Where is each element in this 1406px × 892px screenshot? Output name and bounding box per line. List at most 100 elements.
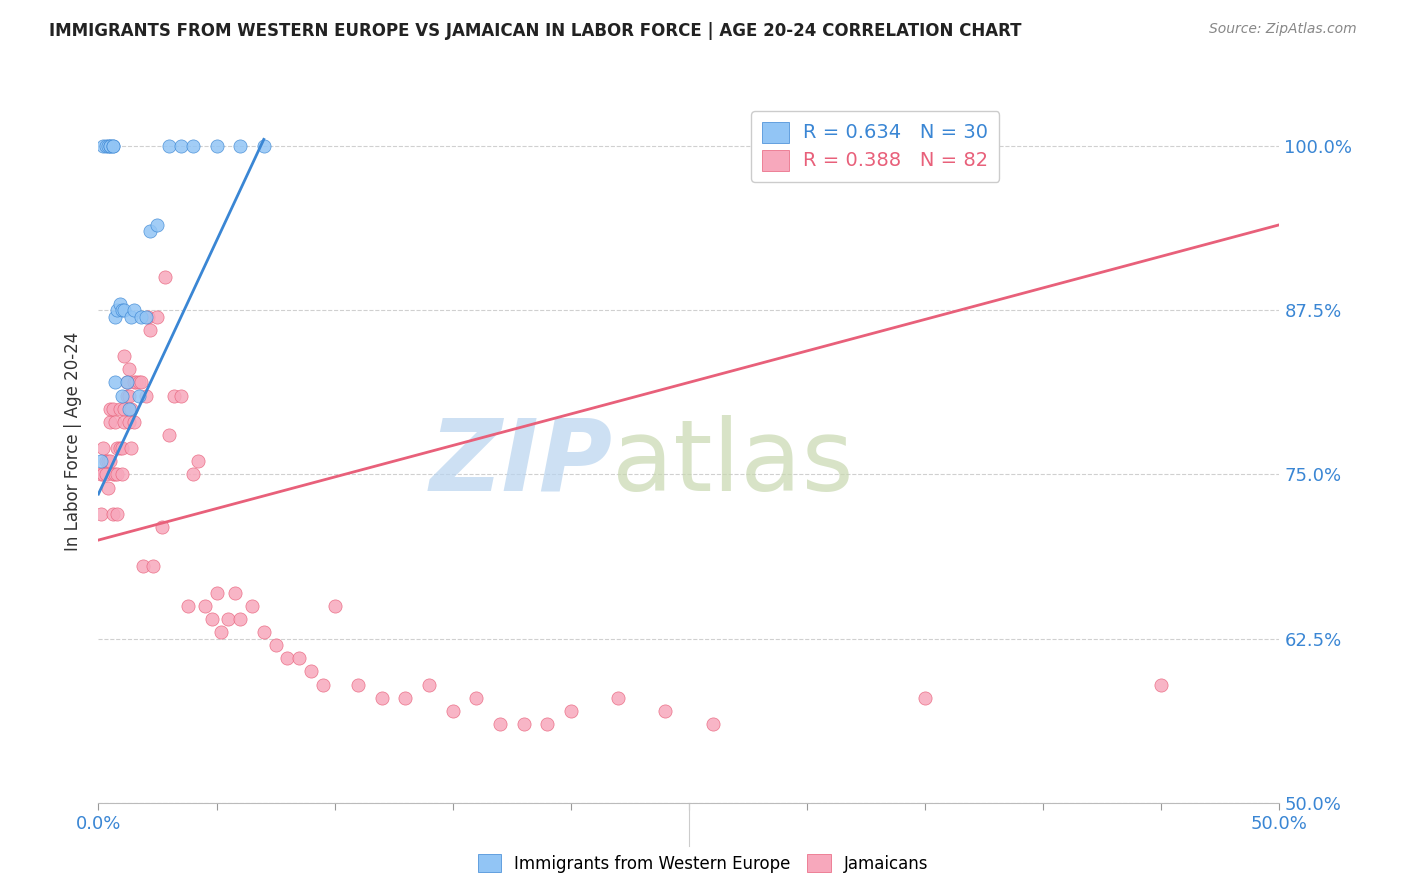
Point: [115, 376, 138, 390]
Point: [489, 717, 512, 731]
Point: [105, 303, 128, 318]
Point: [394, 690, 416, 705]
Point: [90, 507, 112, 521]
Text: IMMIGRANTS FROM WESTERN EUROPE VS JAMAICAN IN LABOR FORCE | AGE 20-24 CORRELATIO: IMMIGRANTS FROM WESTERN EUROPE VS JAMAIC…: [49, 22, 1022, 40]
Legend: R = 0.634   N = 30, R = 0.388   N = 82: R = 0.634 N = 30, R = 0.388 N = 82: [751, 111, 1000, 182]
Point: [115, 388, 138, 402]
Point: [170, 139, 193, 153]
Point: [98, 401, 121, 416]
Point: [170, 388, 193, 402]
Point: [97, 481, 120, 495]
Point: [101, 507, 124, 521]
Point: [121, 401, 143, 416]
Point: [153, 270, 176, 285]
Point: [128, 388, 150, 402]
Point: [163, 388, 186, 402]
Point: [276, 651, 298, 665]
Point: [209, 625, 232, 640]
Y-axis label: In Labor Force | Age 20-24: In Labor Force | Age 20-24: [65, 332, 83, 551]
Point: [150, 520, 173, 534]
Point: [101, 467, 124, 482]
Point: [118, 401, 141, 416]
Point: [142, 559, 165, 574]
Point: [654, 704, 676, 718]
Point: [90, 467, 112, 482]
Point: [217, 612, 239, 626]
Point: [122, 303, 145, 318]
Point: [181, 467, 204, 482]
Point: [94, 454, 117, 468]
Point: [607, 690, 630, 705]
Point: [97, 454, 120, 468]
Point: [122, 376, 145, 390]
Point: [702, 717, 724, 731]
Point: [288, 651, 311, 665]
Point: [111, 467, 134, 482]
Text: Source: ZipAtlas.com: Source: ZipAtlas.com: [1209, 22, 1357, 37]
Point: [914, 690, 936, 705]
Point: [135, 388, 157, 402]
Point: [101, 139, 124, 153]
Legend: Immigrants from Western Europe, Jamaicans: Immigrants from Western Europe, Jamaican…: [471, 847, 935, 880]
Text: ZIP: ZIP: [429, 415, 612, 512]
Point: [187, 454, 209, 468]
Point: [146, 218, 169, 232]
Point: [465, 690, 488, 705]
Point: [97, 139, 120, 153]
Point: [122, 415, 145, 429]
Point: [146, 310, 169, 324]
Point: [132, 559, 155, 574]
Point: [224, 585, 246, 599]
Point: [104, 415, 127, 429]
Point: [94, 467, 117, 482]
Point: [312, 677, 335, 691]
Point: [157, 139, 180, 153]
Point: [91, 441, 114, 455]
Point: [98, 454, 121, 468]
Point: [104, 467, 127, 482]
Point: [112, 303, 135, 318]
Point: [240, 599, 263, 613]
Point: [91, 467, 114, 482]
Point: [418, 677, 440, 691]
Point: [118, 362, 141, 376]
Point: [347, 677, 370, 691]
Point: [205, 585, 228, 599]
Point: [371, 690, 394, 705]
Point: [104, 376, 127, 390]
Point: [299, 665, 322, 679]
Point: [101, 139, 124, 153]
Point: [121, 441, 143, 455]
Point: [94, 139, 117, 153]
Point: [118, 388, 141, 402]
Point: [105, 441, 128, 455]
Point: [177, 599, 200, 613]
Point: [98, 139, 121, 153]
Point: [205, 139, 228, 153]
Point: [98, 415, 121, 429]
Point: [135, 310, 157, 324]
Point: [536, 717, 558, 731]
Point: [201, 612, 224, 626]
Point: [108, 441, 131, 455]
Point: [139, 224, 162, 238]
Point: [91, 139, 114, 153]
Point: [560, 704, 582, 718]
Point: [112, 349, 135, 363]
Point: [129, 376, 152, 390]
Point: [139, 323, 162, 337]
Point: [128, 376, 150, 390]
Point: [108, 401, 131, 416]
Point: [105, 507, 128, 521]
Point: [108, 296, 131, 310]
Point: [112, 401, 135, 416]
Point: [118, 415, 141, 429]
Point: [253, 625, 276, 640]
Text: atlas: atlas: [612, 415, 853, 512]
Point: [111, 388, 134, 402]
Point: [90, 454, 112, 468]
Point: [111, 303, 134, 318]
Point: [115, 376, 138, 390]
Point: [512, 717, 534, 731]
Point: [111, 441, 134, 455]
